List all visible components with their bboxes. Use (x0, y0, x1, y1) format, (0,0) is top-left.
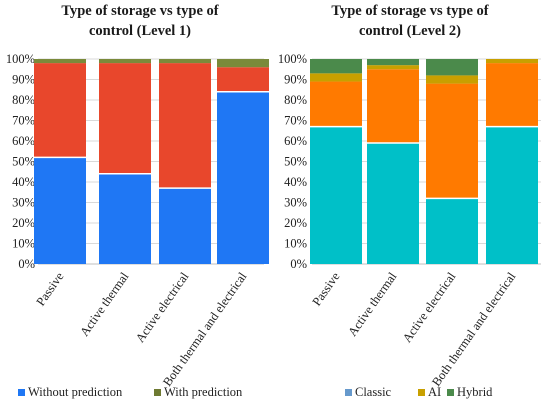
bar-segment (367, 143, 419, 264)
bar-segment (159, 188, 211, 264)
bar-segment (367, 59, 419, 66)
chart-title-line: Type of storage vs type of (61, 3, 218, 19)
y-tick-label: 80% (284, 93, 307, 107)
bar-segment (217, 59, 269, 68)
legend-swatch (154, 389, 161, 396)
chart-title-line: Type of storage vs type of (331, 3, 488, 19)
chart-title-line: control (Level 2) (359, 23, 461, 39)
y-tick-label: 0% (18, 257, 35, 271)
y-tick-label: 30% (284, 196, 307, 210)
legend-swatch (345, 389, 352, 396)
y-tick-label: 10% (284, 237, 307, 251)
y-tick-label: 20% (284, 216, 307, 230)
y-tick-label: 70% (12, 114, 35, 128)
chart-level-2: Type of storage vs type of control (Level… (278, 3, 541, 399)
bar-segment (99, 59, 151, 64)
y-tick-label: 100% (278, 52, 307, 66)
legend-entry: Hybrid (457, 385, 493, 399)
category-label: Passive (309, 269, 342, 308)
y-tick-label: 60% (284, 134, 307, 148)
legend-entry: Without prediction (28, 385, 123, 399)
legend-swatch (418, 389, 425, 396)
bar-segment (426, 59, 478, 76)
bar-segment (99, 63, 151, 174)
chart-level-1: Type of storage vs type of control (Level… (6, 3, 269, 399)
y-tick-label: 100% (6, 52, 35, 66)
bar-segment (217, 67, 269, 92)
bar-segment (426, 75, 478, 84)
bar-segment (486, 63, 538, 127)
legend-entry: Classic (355, 385, 392, 399)
y-tick-label: 0% (290, 257, 307, 271)
bar-segment (310, 81, 362, 127)
y-tick-label: 40% (284, 175, 307, 189)
y-tick-label: 40% (12, 175, 35, 189)
bar-segment (426, 198, 478, 264)
bar-segment (34, 157, 86, 264)
legend-swatch (447, 389, 454, 396)
bar-segment (367, 65, 419, 70)
legend-entry: AI (428, 385, 441, 399)
chart-title-line: control (Level 1) (89, 23, 191, 39)
y-tick-label: 70% (284, 114, 307, 128)
category-label: Active electrical (133, 269, 192, 345)
y-tick-label: 80% (12, 93, 35, 107)
y-tick-label: 10% (12, 237, 35, 251)
bar-segment (486, 59, 538, 64)
bar-segment (217, 91, 269, 264)
y-tick-label: 50% (284, 155, 307, 169)
bar-segment (367, 69, 419, 144)
y-tick-label: 90% (284, 73, 307, 87)
bar-segment (34, 63, 86, 158)
bar-segment (310, 73, 362, 82)
y-tick-label: 90% (12, 73, 35, 87)
bar-segment (159, 59, 211, 64)
y-tick-label: 60% (12, 134, 35, 148)
y-tick-label: 50% (12, 155, 35, 169)
bar-segment (486, 126, 538, 265)
category-label: Passive (33, 269, 66, 308)
legend-entry: With prediction (164, 385, 243, 399)
category-label: Active thermal (345, 269, 400, 339)
category-label: Active electrical (400, 269, 459, 345)
bar-segment (99, 173, 151, 264)
bar-segment (426, 83, 478, 199)
bar-segment (159, 63, 211, 189)
bar-segment (310, 59, 362, 74)
category-label: Active thermal (77, 269, 132, 339)
legend-swatch (18, 389, 25, 396)
y-tick-label: 30% (12, 196, 35, 210)
bar-segment (34, 59, 86, 64)
y-tick-label: 20% (12, 216, 35, 230)
bar-segment (310, 126, 362, 265)
